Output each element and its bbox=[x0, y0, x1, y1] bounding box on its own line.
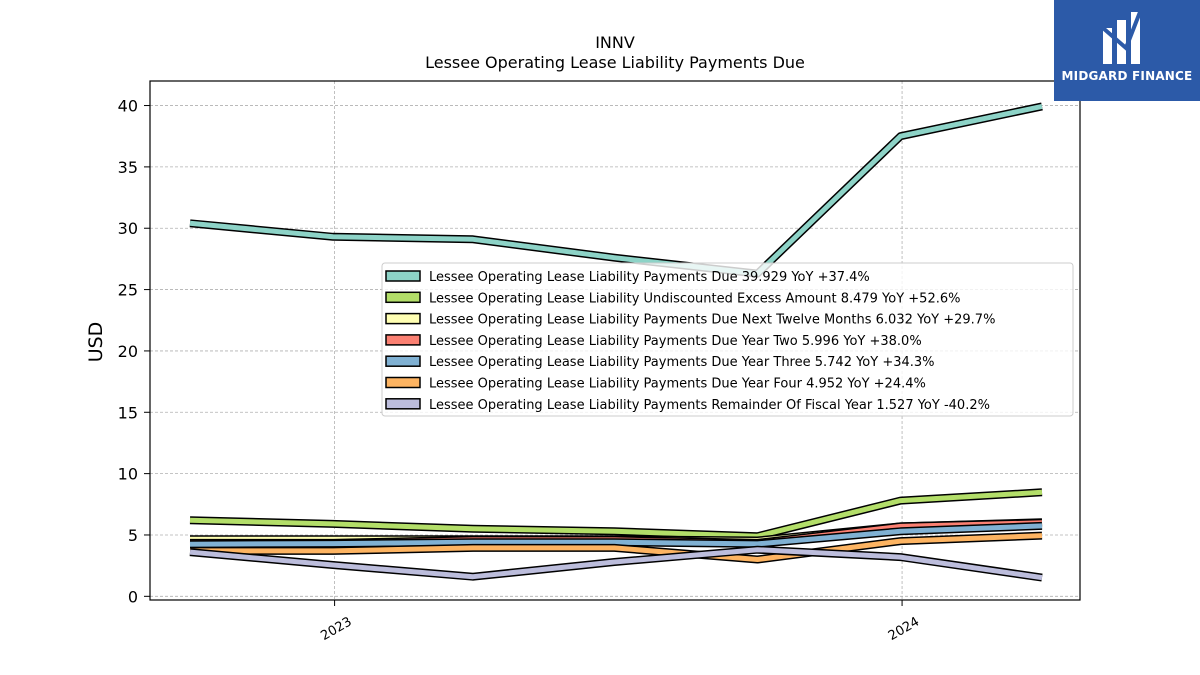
legend-entry: Lessee Operating Lease Liability Undisco… bbox=[429, 291, 960, 306]
chart-title: INNV bbox=[595, 33, 635, 52]
x-tick-label: 2024 bbox=[886, 614, 922, 644]
plot-frame bbox=[149, 80, 1081, 601]
legend: Lessee Operating Lease Liability Payment… bbox=[381, 262, 1074, 417]
legend-entry: Lessee Operating Lease Liability Payment… bbox=[429, 398, 990, 413]
y-tick-label: 40 bbox=[118, 97, 138, 116]
legend-swatch bbox=[385, 398, 421, 410]
legend-swatch bbox=[385, 355, 421, 367]
y-tick-label: 25 bbox=[118, 281, 138, 300]
chart-subtitle: Lessee Operating Lease Liability Payment… bbox=[425, 53, 805, 72]
y-tick-label: 5 bbox=[128, 526, 138, 545]
legend-box bbox=[381, 262, 1074, 417]
y-tick-label: 15 bbox=[118, 403, 138, 422]
series-layer bbox=[189, 102, 1043, 582]
y-tick-label: 20 bbox=[118, 342, 138, 361]
y-axis-label: USD bbox=[85, 322, 107, 363]
legend-entry: Lessee Operating Lease Liability Payment… bbox=[429, 313, 995, 328]
y-tick-label: 35 bbox=[118, 158, 138, 177]
y-tick-label: 10 bbox=[118, 465, 138, 484]
legend-swatch bbox=[385, 312, 421, 325]
y-axis: 0 5 10 15 20 25 30 35 40 bbox=[118, 97, 150, 606]
legend-swatch bbox=[385, 270, 421, 282]
legend-swatch bbox=[385, 376, 421, 389]
legend-entry: Lessee Operating Lease Liability Payment… bbox=[429, 377, 926, 392]
midgard-logo-icon bbox=[1101, 11, 1142, 64]
brand-name: MIDGARD FINANCE bbox=[1061, 69, 1193, 83]
x-tick-label: 2023 bbox=[318, 614, 354, 644]
legend-swatch bbox=[385, 334, 421, 346]
brand-logo: MIDGARD FINANCE bbox=[1054, 0, 1200, 101]
x-axis: 2023 2024 bbox=[318, 600, 922, 644]
legend-entry: Lessee Operating Lease Liability Payment… bbox=[429, 355, 935, 370]
series-line bbox=[189, 103, 1043, 277]
y-tick-label: 30 bbox=[118, 219, 138, 238]
legend-entry: Lessee Operating Lease Liability Payment… bbox=[429, 270, 870, 285]
y-tick-label: 0 bbox=[128, 587, 138, 606]
legend-swatch bbox=[385, 291, 421, 304]
legend-entry: Lessee Operating Lease Liability Payment… bbox=[429, 334, 922, 349]
